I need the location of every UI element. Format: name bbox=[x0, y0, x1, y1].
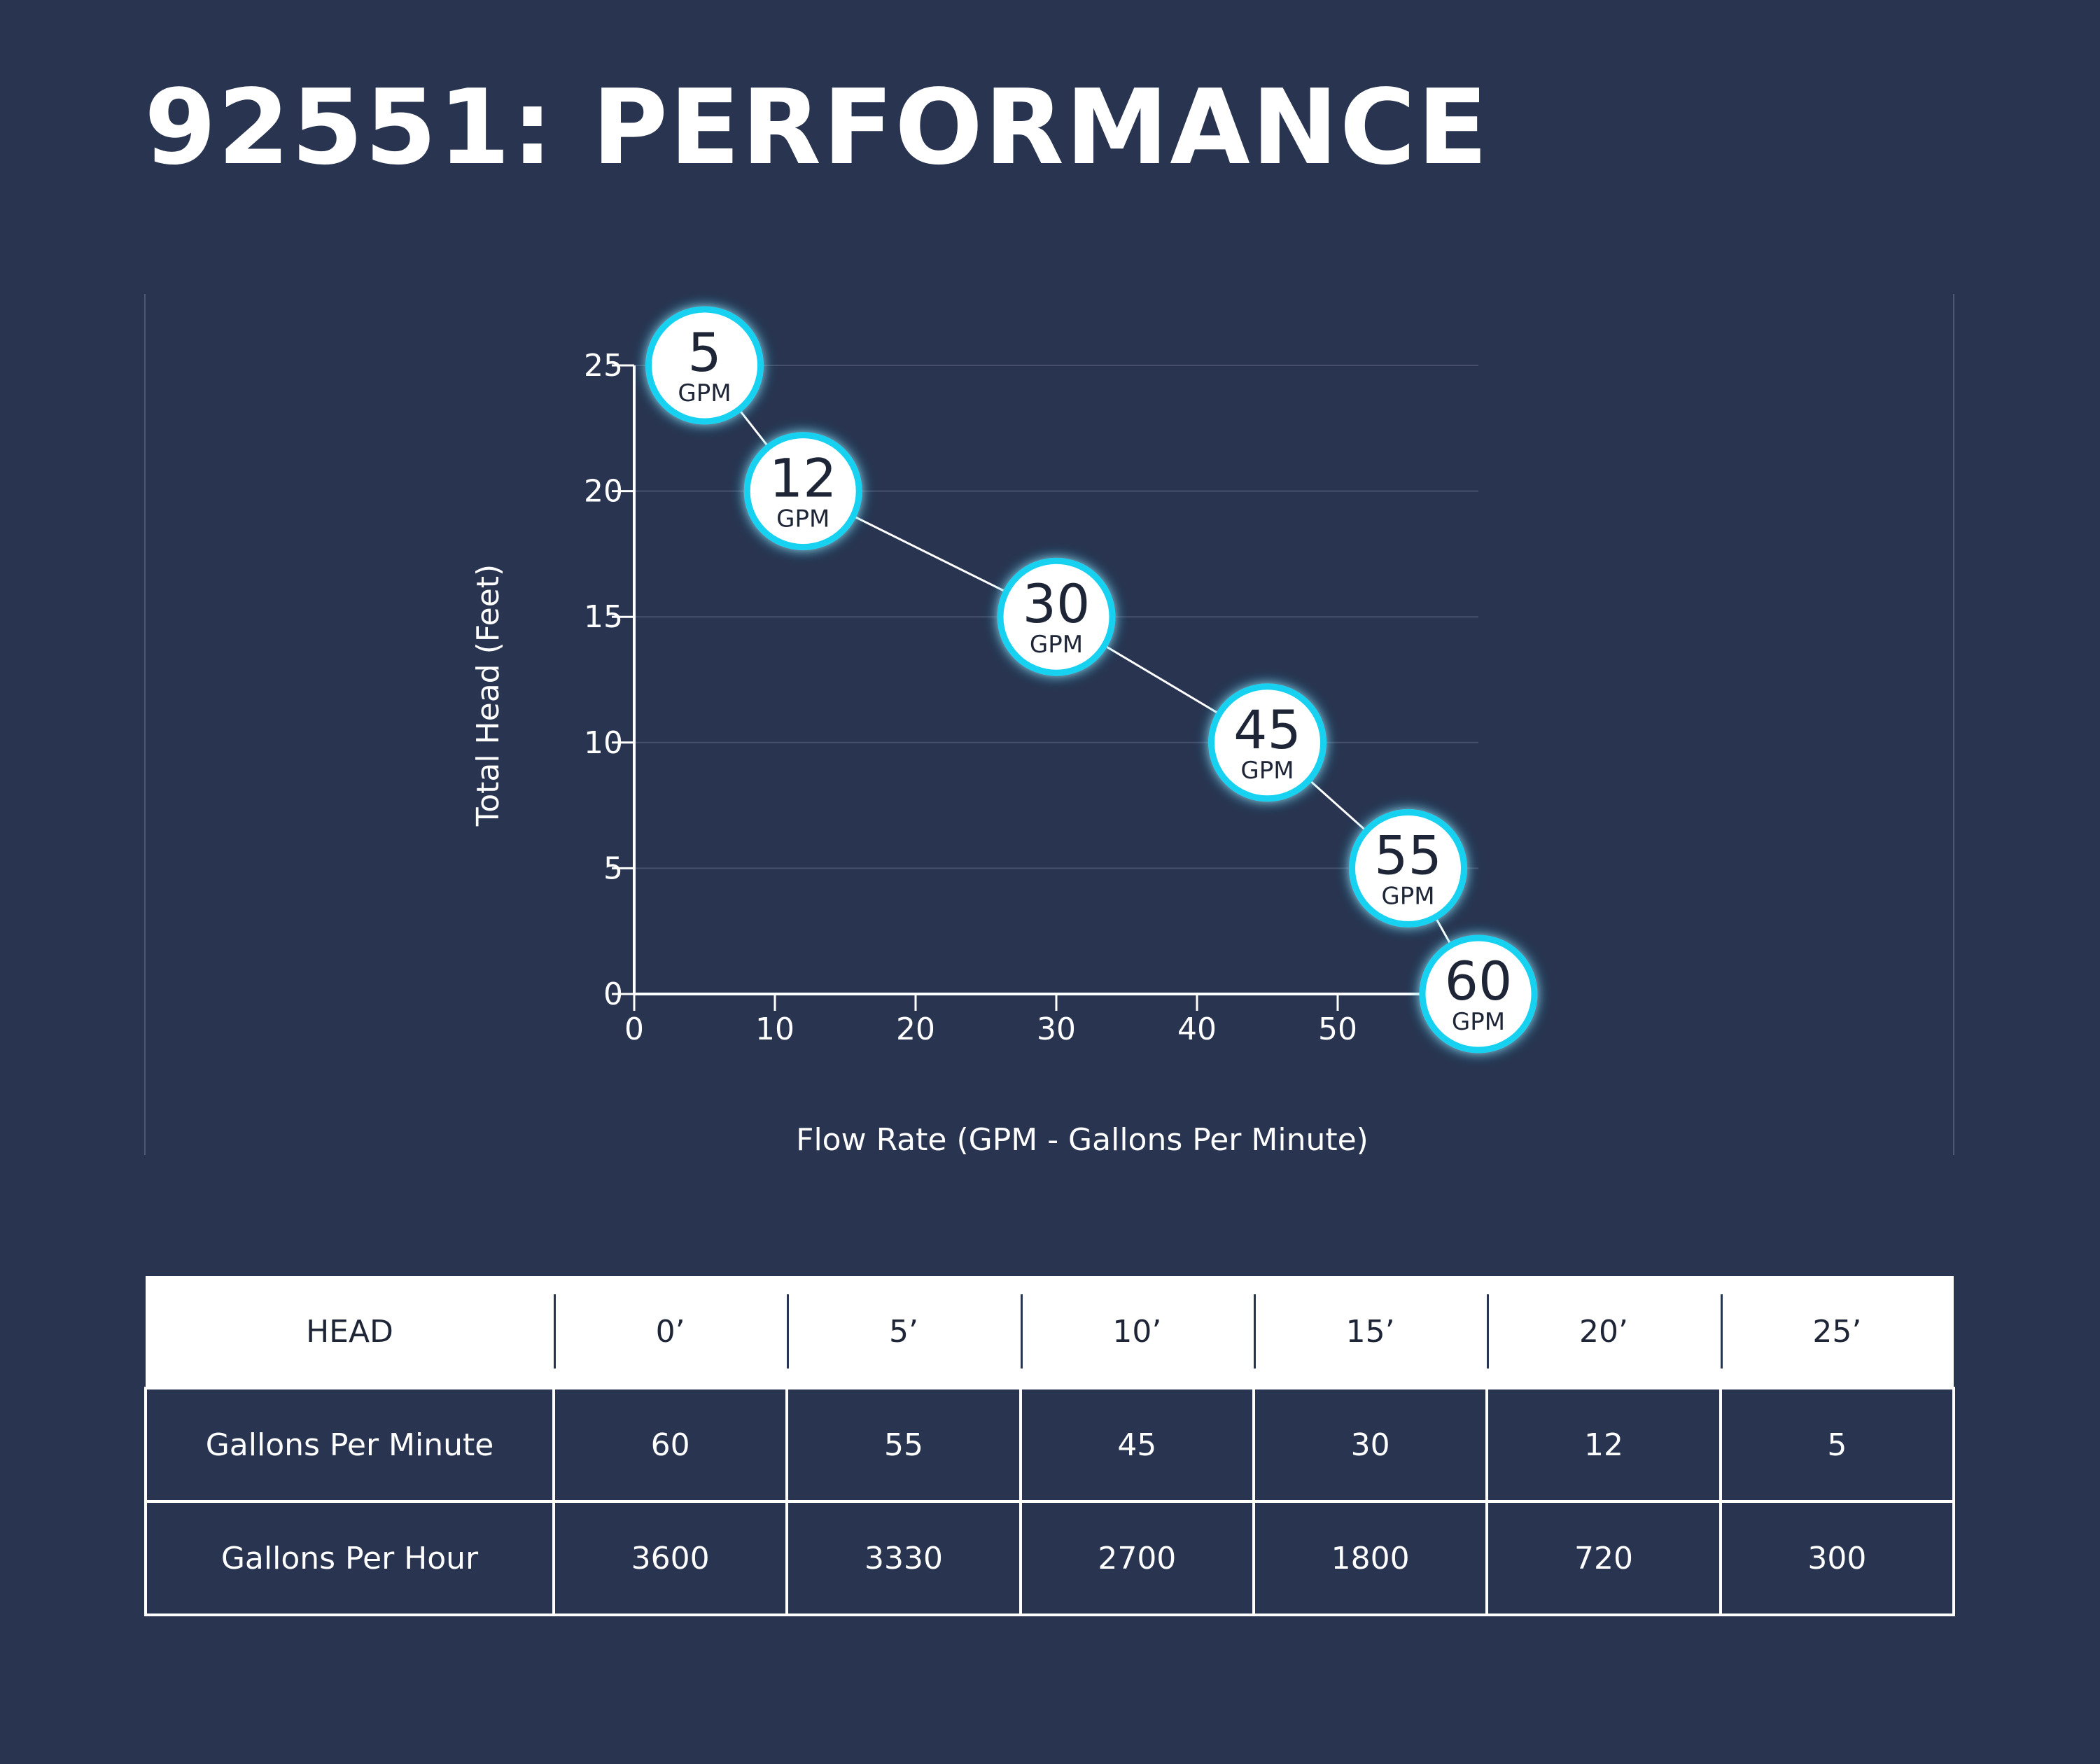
header-cell: 20’ bbox=[1487, 1276, 1721, 1388]
marker-unit: GPM bbox=[1381, 882, 1434, 910]
header-cell: 0’ bbox=[554, 1276, 788, 1388]
marker-circle bbox=[1349, 808, 1467, 927]
header-cell: 5’ bbox=[787, 1276, 1021, 1388]
x-tick-label: 10 bbox=[755, 1011, 794, 1047]
table-cell: 45 bbox=[1018, 1387, 1255, 1503]
row-label: Gallons Per Minute bbox=[144, 1387, 555, 1503]
x-tick-label: 20 bbox=[896, 1011, 935, 1047]
marker-circle bbox=[1419, 934, 1538, 1054]
table-header-row: HEAD 0’ 5’ 10’ 15’ 20’ 25’ bbox=[146, 1276, 1954, 1388]
table-cell: 1800 bbox=[1252, 1500, 1489, 1616]
marker-unit: GPM bbox=[1030, 631, 1083, 659]
table-row: Gallons Per Hour 3600 3330 2700 1800 720… bbox=[144, 1500, 1956, 1616]
y-tick-label: 25 bbox=[584, 348, 623, 384]
marker-unit: GPM bbox=[678, 379, 731, 407]
marker-value: 45 bbox=[1233, 699, 1301, 761]
marker-circle bbox=[743, 432, 862, 551]
marker-value: 55 bbox=[1374, 824, 1442, 886]
table-cell: 2700 bbox=[1018, 1500, 1255, 1616]
table-cell: 60 bbox=[552, 1387, 789, 1503]
table-cell: 3330 bbox=[785, 1500, 1022, 1616]
table-cell: 55 bbox=[785, 1387, 1022, 1503]
y-tick-label: 20 bbox=[584, 474, 623, 510]
marker-unit: GPM bbox=[1240, 757, 1294, 785]
marker-circle bbox=[1208, 683, 1326, 802]
table-cell: 3600 bbox=[552, 1500, 789, 1616]
x-tick-label: 30 bbox=[1037, 1011, 1076, 1047]
header-cell: 25’ bbox=[1720, 1276, 1954, 1388]
left-divider bbox=[144, 294, 146, 1155]
marker-value: 5 bbox=[687, 321, 721, 384]
performance-table: HEAD 0’ 5’ 10’ 15’ 20’ 25’ Gallons Per M… bbox=[144, 1276, 1956, 1616]
x-tick-label: 40 bbox=[1177, 1011, 1217, 1047]
y-tick-label: 15 bbox=[584, 599, 623, 635]
y-tick-label: 0 bbox=[603, 976, 623, 1012]
table-cell: 12 bbox=[1485, 1387, 1722, 1503]
y-axis-label: Total Head (Feet) bbox=[470, 564, 506, 827]
table-cell: 5 bbox=[1718, 1387, 1956, 1503]
y-tick-label: 10 bbox=[584, 725, 623, 761]
marker-unit: GPM bbox=[1452, 1008, 1505, 1036]
marker-value: 12 bbox=[769, 447, 837, 510]
page-title: 92551: PERFORMANCE bbox=[144, 67, 1490, 188]
table-row: Gallons Per Minute 60 55 45 30 12 5 bbox=[144, 1387, 1956, 1503]
table-cell: 720 bbox=[1485, 1500, 1722, 1616]
table-cell: 30 bbox=[1252, 1387, 1489, 1503]
marker-circle bbox=[997, 557, 1116, 676]
table-cell: 300 bbox=[1718, 1500, 1956, 1616]
header-cell: HEAD bbox=[146, 1276, 554, 1388]
x-tick-label: 50 bbox=[1318, 1011, 1357, 1047]
axes: 0 5 10 15 20 25 0 10 20 30 40 50 bbox=[584, 348, 1478, 1047]
marker-circle bbox=[645, 306, 764, 425]
header-cell: 10’ bbox=[1020, 1276, 1254, 1388]
marker-unit: GPM bbox=[776, 505, 830, 533]
row-label: Gallons Per Hour bbox=[144, 1500, 555, 1616]
y-tick-label: 5 bbox=[603, 850, 623, 886]
header-cell: 15’ bbox=[1253, 1276, 1488, 1388]
x-tick-label: 0 bbox=[624, 1011, 644, 1047]
marker-value: 30 bbox=[1023, 573, 1091, 635]
marker-value: 60 bbox=[1445, 950, 1513, 1012]
right-divider bbox=[1953, 294, 1954, 1155]
x-axis-label: Flow Rate (GPM - Gallons Per Minute) bbox=[796, 1122, 1368, 1158]
